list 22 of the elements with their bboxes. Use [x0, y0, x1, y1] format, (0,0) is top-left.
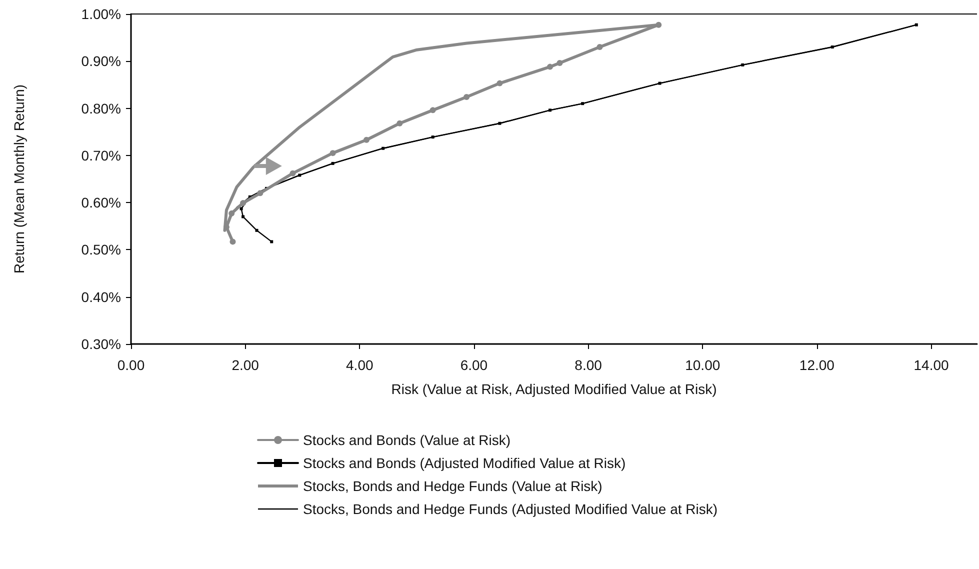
y-tick-label: 0.50%	[81, 242, 121, 258]
legend-label: Stocks and Bonds (Adjusted Modified Value at Risk)	[303, 455, 626, 471]
x-tick-label: 0.00	[117, 357, 145, 373]
y-tick-label: 1.00%	[81, 6, 121, 22]
y-tick-label: 0.80%	[81, 100, 121, 116]
y-axis-title: Return (Mean Monthly Return)	[11, 84, 27, 274]
x-tick-label: 4.00	[346, 357, 374, 373]
y-tick-label: 0.70%	[81, 147, 121, 164]
y-tick-label: 0.60%	[81, 194, 121, 211]
x-tick-label: 6.00	[460, 357, 488, 373]
legend-label: Stocks and Bonds (Value at Risk)	[303, 432, 511, 448]
y-tick-label: 0.30%	[81, 336, 121, 352]
y-tick-label: 0.90%	[81, 53, 121, 70]
legend-label: Stocks, Bonds and Hedge Funds (Value at Risk)	[303, 478, 602, 494]
y-tick-label: 0.40%	[81, 288, 121, 305]
legend-label: Stocks, Bonds and Hedge Funds (Adjusted Modified Value at Risk)	[303, 501, 718, 517]
x-tick-label: 14.00	[914, 357, 949, 373]
x-tick-label: 12.00	[799, 357, 835, 373]
x-axis-title: Risk (Value at Risk, Adjusted Modified Value at Risk)	[391, 381, 717, 397]
x-tick-label: 2.00	[232, 357, 260, 373]
x-tick-label: 8.00	[574, 357, 602, 373]
x-tick-label: 10.00	[685, 357, 720, 373]
